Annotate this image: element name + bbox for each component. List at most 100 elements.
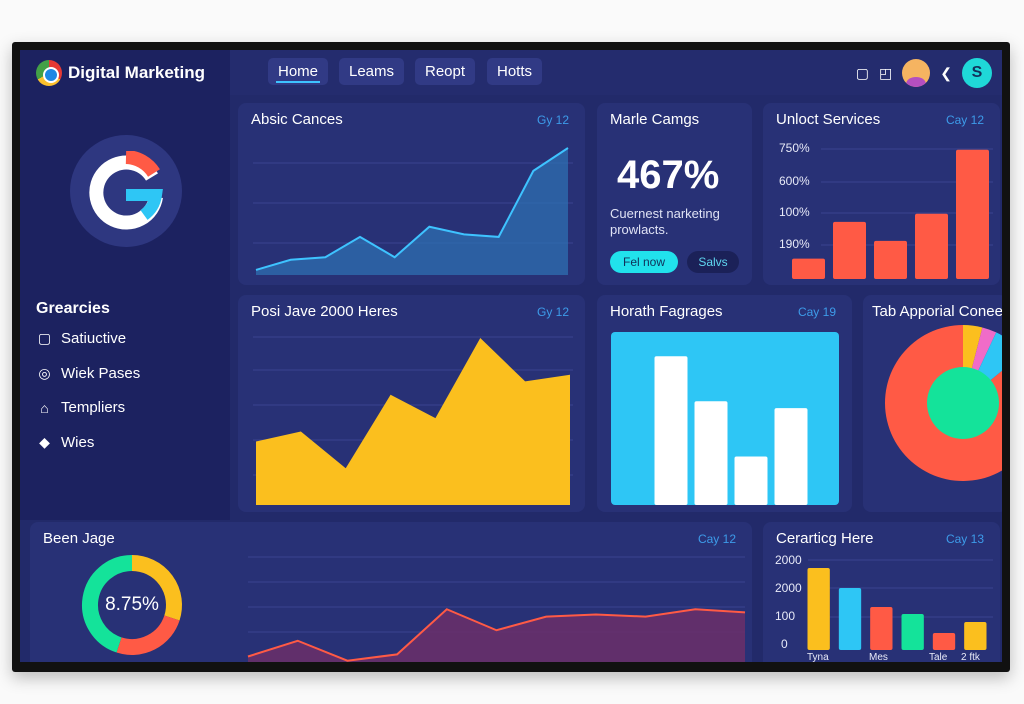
bookmark-icon: ▢ (37, 330, 52, 346)
donut-segment (131, 555, 182, 621)
tab-reopt[interactable]: Reopt (415, 58, 476, 85)
tab-pie-chart (885, 325, 1002, 481)
bar (774, 408, 808, 505)
sidebar-section-title: Grearcies (36, 300, 110, 317)
chevron-left-icon[interactable]: ❮ (940, 64, 952, 81)
card-horath: Horath Fagrages Cay 19 (597, 295, 852, 512)
edit-icon[interactable]: ◰ (879, 64, 893, 81)
bar (956, 149, 989, 279)
y-tick: 600% (779, 174, 810, 188)
x-tick: Tyna (807, 652, 829, 662)
bar (654, 356, 688, 505)
cerarticg-bar-chart (807, 559, 993, 650)
area-fill (256, 338, 570, 505)
bar (838, 588, 862, 650)
card-badge: Gy 12 (536, 305, 569, 319)
donut-segment (116, 615, 180, 655)
app-title: Digital Marketing (68, 63, 205, 82)
been-area-chart (247, 556, 746, 662)
y-tick: 100 (775, 609, 796, 623)
card-unloct: Unloct Services Cay 12 750% 600% 100% 19… (763, 103, 1000, 285)
pie-center (927, 367, 999, 439)
unloct-bar-chart (792, 148, 993, 279)
sidebar-item-wiek-pases[interactable]: ◎ Wiek Pases (36, 365, 140, 382)
card-tab: Tab Apporial Conee (863, 295, 1002, 512)
bar (833, 221, 866, 279)
card-title: Horath Fagrages (610, 303, 723, 320)
bar (964, 622, 987, 650)
dashboard-screen: Digital Marketing Grearcies ▢ Satiuctive … (20, 50, 1002, 662)
y-tick: 0 (781, 637, 788, 651)
card-been: Been Jage Cay 12 8.75% (30, 522, 752, 662)
sidebar-item-satiuctive[interactable]: ▢ Satiuctive (36, 330, 126, 347)
card-marle: Marle Camgs 467% Cuernest narketing prowl… (597, 103, 752, 285)
card-title: Marle Camgs (610, 111, 700, 128)
donut-value: 8.75% (105, 594, 159, 615)
g-logo-icon (70, 135, 182, 247)
sidebar-item-label: Templiers (61, 399, 126, 416)
sidebar-item-label: Satiuctive (61, 330, 127, 347)
tab-leams[interactable]: Leams (339, 58, 405, 85)
y-tick: 750% (779, 141, 810, 155)
x-tick: Mes (869, 652, 888, 662)
sidebar: Digital Marketing Grearcies ▢ Satiuctive … (20, 50, 230, 520)
card-cerarticg: Cerarticg Here Cay 13 2000 2000 100 0 Ty… (763, 522, 1000, 662)
tab-home[interactable]: Home (268, 58, 329, 85)
bar (901, 614, 924, 650)
sidebar-item-label: Wiek Pases (61, 365, 141, 382)
bar (792, 258, 825, 279)
card-badge: Cay 12 (945, 113, 984, 127)
bar (870, 607, 893, 650)
bar (694, 401, 728, 505)
x-tick: Tale (929, 652, 948, 662)
bag-icon: ⌂ (40, 399, 49, 416)
card-badge: Cay 13 (945, 532, 984, 546)
clock-icon: ◎ (38, 365, 51, 381)
area-fill (256, 148, 568, 275)
top-nav: Home Leams Reopt Hotts ▢ ◰ ❮ S (230, 50, 1002, 95)
card-title: Unloct Services (776, 111, 881, 128)
y-tick: 2000 (775, 553, 802, 567)
card-badge: Gy 12 (536, 113, 569, 127)
user-avatar[interactable]: S (962, 58, 992, 88)
tab-hotts[interactable]: Hotts (487, 58, 543, 85)
kpi-value: 467% (617, 153, 720, 197)
card-absic: Absic Cances Gy 12 (238, 103, 585, 285)
bar (874, 240, 907, 279)
card-badge: Cay 12 (697, 532, 736, 546)
y-tick: 190% (779, 237, 810, 251)
card-title: Posi Jave 2000 Heres (251, 303, 398, 320)
sidebar-item-label: Wies (61, 434, 95, 451)
donut-segment (82, 555, 133, 653)
card-posi: Posi Jave 2000 Heres Gy 12 (238, 295, 585, 512)
sidebar-item-wies[interactable]: ◆ Wies (36, 434, 94, 451)
bar (915, 213, 948, 279)
been-donut-chart (82, 555, 182, 655)
posi-area-chart (253, 336, 573, 505)
gem-icon: ◆ (39, 434, 50, 450)
card-title: Absic Cances (251, 111, 343, 128)
y-tick: 100% (779, 205, 810, 219)
card-title: Been Jage (43, 530, 115, 547)
horath-bar-chart (611, 332, 839, 505)
tablet-icon[interactable]: ▢ (855, 64, 870, 81)
area-fill (248, 609, 745, 662)
absic-line-chart (253, 147, 573, 275)
card-title: Tab Apporial Conee (872, 303, 1002, 320)
x-tick: 2 ftk (961, 652, 980, 662)
salvs-button[interactable]: Salvs (687, 251, 739, 273)
bar (807, 568, 830, 650)
brand[interactable]: Digital Marketing (36, 60, 205, 86)
series-line (255, 147, 569, 271)
sidebar-item-templiers[interactable]: ⌂ Templiers (36, 399, 125, 416)
desc-line: Cuernest narketing (610, 206, 720, 221)
y-tick: 2000 (775, 581, 802, 595)
bar (734, 456, 768, 505)
card-badge: Cay 19 (797, 305, 836, 319)
avatar[interactable] (902, 59, 931, 87)
chrome-logo-icon (36, 60, 62, 86)
desc-line: prowlacts. (610, 222, 669, 237)
kpi-description: Cuernest narketing prowlacts. (610, 206, 720, 238)
fel-now-button[interactable]: Fel now (610, 251, 678, 273)
card-title: Cerarticg Here (776, 530, 874, 547)
